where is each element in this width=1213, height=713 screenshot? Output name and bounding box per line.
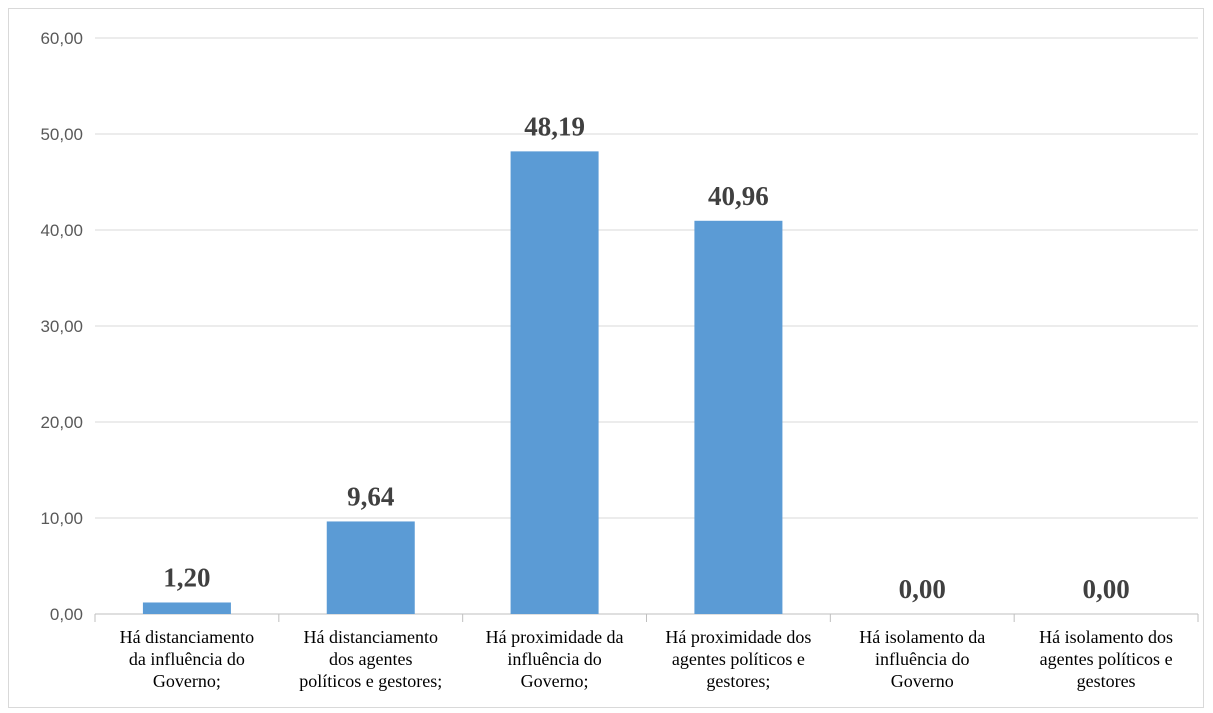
y-tick-label: 10,00 bbox=[40, 509, 83, 528]
y-tick-label: 40,00 bbox=[40, 221, 83, 240]
x-category-label: Há isolamento dos agentes políticos e gest… bbox=[1039, 627, 1173, 691]
chart-frame bbox=[8, 8, 1204, 708]
bar bbox=[694, 220, 783, 614]
data-label: 48,19 bbox=[524, 111, 585, 141]
data-label: 1,20 bbox=[163, 562, 210, 592]
x-category-label: Há distanciamento dos agentes políticos e … bbox=[299, 627, 442, 691]
x-category-label: Há proximidade da influência do Governo; bbox=[486, 627, 624, 691]
y-tick-label: 50,00 bbox=[40, 125, 83, 144]
bar bbox=[510, 151, 599, 614]
y-tick-label: 30,00 bbox=[40, 317, 83, 336]
bar bbox=[142, 602, 231, 614]
y-tick-label: 60,00 bbox=[40, 29, 83, 48]
x-category-label: Há proximidade dos agentes políticos e ges… bbox=[665, 627, 811, 691]
y-tick-label: 0,00 bbox=[50, 605, 83, 624]
data-label: 0,00 bbox=[899, 574, 946, 604]
x-category-label: Há isolamento da influência do Governo bbox=[859, 627, 985, 691]
bar bbox=[326, 521, 415, 614]
data-label: 0,00 bbox=[1082, 574, 1129, 604]
data-label: 9,64 bbox=[347, 481, 394, 511]
y-tick-label: 20,00 bbox=[40, 413, 83, 432]
data-label: 40,96 bbox=[708, 181, 769, 211]
x-category-label: Há distanciamento da influência do Governo… bbox=[120, 627, 254, 691]
